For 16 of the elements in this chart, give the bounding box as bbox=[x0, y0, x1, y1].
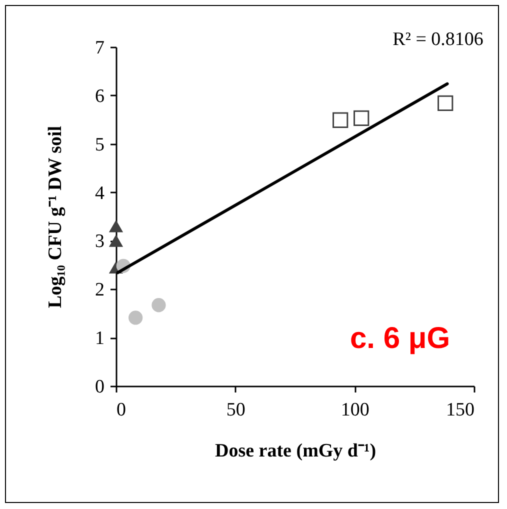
y-tick-label: 7 bbox=[95, 38, 104, 58]
x-tick-label: 0 bbox=[116, 400, 126, 420]
y-tick-label: 1 bbox=[95, 328, 104, 350]
annotation: c. 6 μG bbox=[350, 322, 450, 355]
y-tick-label: 0 bbox=[95, 376, 104, 398]
x-tick-label: 150 bbox=[446, 400, 474, 420]
annotation: R² = 0.8106 bbox=[392, 29, 484, 50]
y-axis-title: Log₁₀ CFU g⁻¹ DW soil bbox=[45, 126, 66, 308]
y-tick-label: 2 bbox=[95, 280, 104, 301]
x-tick-label: 50 bbox=[226, 400, 246, 420]
y-tick-label: 3 bbox=[95, 231, 104, 252]
x-axis-title: Dose rate (mGy d⁻¹) bbox=[214, 440, 376, 462]
y-tick-label: 4 bbox=[95, 182, 105, 204]
y-tick-label: 6 bbox=[95, 86, 104, 107]
y-tick-label: 5 bbox=[95, 134, 104, 156]
x-tick-label: 100 bbox=[340, 400, 370, 420]
